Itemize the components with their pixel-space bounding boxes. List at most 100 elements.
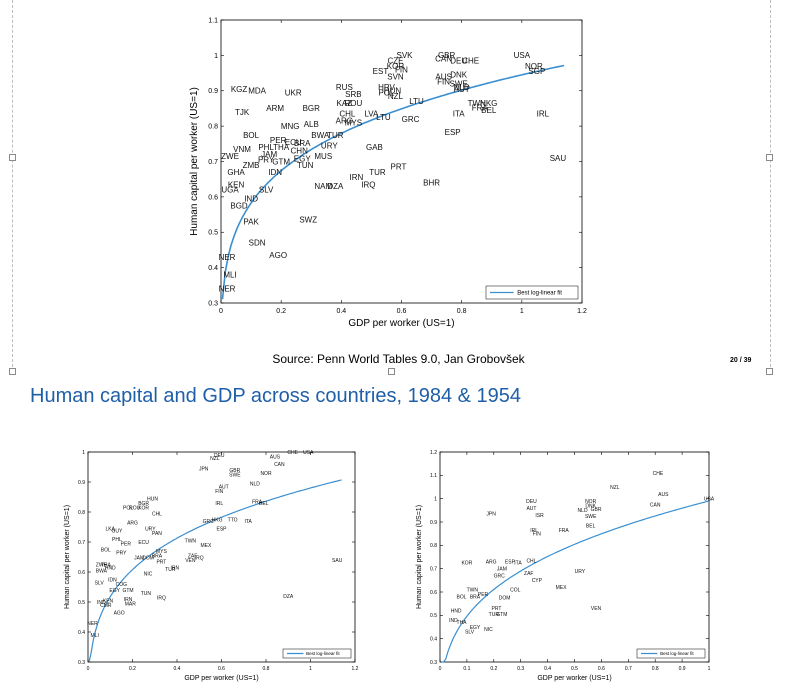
x-tick-label: 0 [219, 308, 223, 315]
country-label-nic: NIC [484, 627, 493, 633]
x-tick-label: 0.2 [490, 666, 497, 672]
country-label-twn: TWN [185, 538, 197, 544]
country-label-grc: GRC [203, 519, 215, 525]
y-tick-label: 0.9 [430, 520, 437, 526]
y-tick-label: 1.1 [208, 17, 218, 24]
country-label-irq: IRQ [195, 555, 204, 561]
resize-handle-bottom[interactable] [388, 368, 395, 375]
x-axis-label: GDP per worker (US=1) [348, 318, 454, 329]
country-label-ken: KEN [228, 180, 245, 189]
country-label-cyp: CYP [532, 578, 543, 584]
country-label-ner: NER [219, 253, 236, 262]
x-tick-label: 0.8 [652, 666, 659, 672]
country-label-nld: NLD [578, 508, 588, 514]
y-tick-label: 0.3 [430, 660, 437, 666]
country-label-irl: IRL [530, 528, 538, 534]
x-tick-label: 0.4 [174, 666, 181, 672]
y-tick-label: 0.8 [78, 510, 85, 516]
x-tick-label: 0.7 [625, 666, 632, 672]
x-tick-label: 0.1 [463, 666, 470, 672]
country-label-tha: THA [273, 143, 290, 152]
country-label-irn: IRN [124, 597, 133, 603]
y-tick-label: 1 [214, 53, 218, 60]
x-tick-label: 0.4 [336, 308, 346, 315]
x-tick-label: 0.5 [571, 666, 578, 672]
country-label-svk: SVK [397, 51, 414, 60]
y-tick-label: 0.4 [78, 630, 85, 636]
section-title: Human capital and GDP across countries, … [30, 385, 522, 407]
x-tick-label: 0 [87, 666, 90, 672]
country-label-nor: NOR [525, 62, 543, 71]
y-tick-label: 0.8 [430, 543, 437, 549]
country-label-dom: DOM [142, 555, 154, 561]
fit-line [88, 479, 342, 663]
country-label-uga: UGA [221, 186, 239, 195]
country-label-ecu: ECU [138, 540, 149, 546]
country-label-kgz: KGZ [231, 85, 248, 94]
country-label-hun: HUN [384, 87, 402, 96]
x-axis-label: GDP per worker (US=1) [184, 675, 258, 682]
country-label-slv: SLV [465, 629, 475, 635]
x-axis-label: GDP per worker (US=1) [537, 675, 611, 682]
country-label-deu: DEU [214, 453, 225, 459]
country-label-kor: KOR [387, 62, 405, 71]
x-tick-label: 0.6 [598, 666, 605, 672]
scatter-chart-1954: 0 0.1 0.2 0.3 0.4 0.5 0.6 0.7 0.8 0.9 1 0.3 0.4 0.5 0.… [416, 450, 715, 682]
resize-handle-bottom-right[interactable] [766, 368, 773, 375]
country-label-mex: MEX [556, 585, 568, 591]
x-tick-label: 0.9 [679, 666, 686, 672]
country-label-tto: TTO [228, 517, 238, 523]
country-label-idn: IDN [268, 168, 282, 177]
country-label-vnm: VNM [233, 145, 251, 154]
page-number: 20 / 39 [730, 357, 752, 364]
country-label-fra: FRA [472, 104, 489, 113]
country-label-slv: SLV [259, 186, 274, 195]
country-label-pan: PAN [152, 531, 162, 537]
y-tick-label: 0.8 [208, 124, 218, 131]
country-label-tur: TUR [369, 168, 386, 177]
y-tick-label: 0.3 [208, 300, 218, 307]
resize-handle-left[interactable] [9, 154, 16, 161]
country-label-gha: GHA [227, 168, 245, 177]
country-label-guy: GUY [112, 528, 124, 534]
country-label-irl: IRL [537, 110, 550, 119]
country-label-kaz: KAZ [337, 99, 353, 108]
country-label-bol: BOL [101, 547, 111, 553]
country-label-gbr: GBR [229, 468, 240, 474]
country-label-zwe: ZWE [96, 562, 108, 568]
x-tick-label: 0.4 [544, 666, 551, 672]
country-label-tun: TUN [141, 591, 152, 597]
country-label-fin: FIN [215, 489, 223, 495]
resize-handle-right[interactable] [766, 154, 773, 161]
country-label-prt: PRT [156, 559, 166, 565]
y-tick-label: 0.7 [430, 566, 437, 572]
country-label-chl: CHL [152, 511, 162, 517]
y-tick-label: 0.7 [78, 540, 85, 546]
country-label-col: COL [510, 587, 521, 593]
country-label-sgp: SGP [528, 67, 545, 76]
country-label-rus: RUS [336, 83, 353, 92]
country-label-ind: IND [244, 194, 258, 203]
country-label-per: PER [270, 136, 287, 145]
country-label-jpn: JPN [199, 466, 209, 472]
country-label-jam: JAM [134, 555, 144, 561]
country-label-hnd: HND [451, 608, 462, 614]
country-label-jam: JAM [497, 566, 507, 572]
country-label-swe: SWE [229, 472, 241, 478]
country-label-ner: NER [87, 621, 98, 627]
country-label-arm: ARM [266, 104, 284, 113]
country-label-tun: TUN [297, 161, 314, 170]
fit-line [441, 500, 710, 663]
fit-line-group [441, 500, 710, 663]
y-axis-label: Human capital per worker (US=1) [416, 505, 423, 609]
x-tick-label: 0.8 [263, 666, 270, 672]
country-label-pol: POL [123, 505, 133, 511]
resize-handle-bottom-left[interactable] [9, 368, 16, 375]
country-label-bra: BRA [294, 139, 311, 148]
y-tick-label: 0.4 [208, 265, 218, 272]
slide-guide-left [12, 0, 13, 372]
legend-box [485, 285, 579, 300]
country-label-bol: BOL [457, 594, 467, 600]
country-label-idn: IDN [108, 577, 117, 583]
